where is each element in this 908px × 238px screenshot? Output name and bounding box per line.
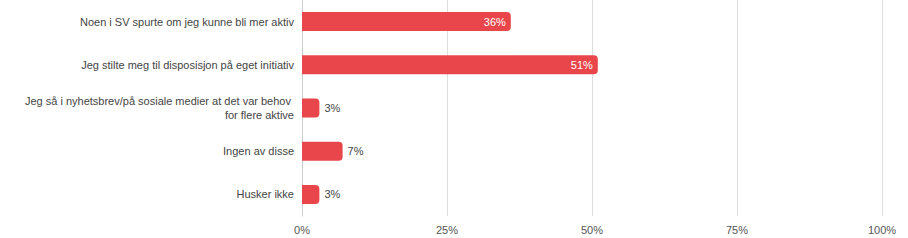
svg-text:100%: 100% — [868, 224, 896, 236]
svg-text:for flere aktive: for flere aktive — [225, 109, 294, 121]
svg-text:Jeg stilte meg til disposisjon: Jeg stilte meg til disposisjon på eget i… — [81, 59, 294, 71]
svg-text:75%: 75% — [726, 224, 748, 236]
svg-text:36%: 36% — [484, 16, 506, 28]
svg-text:3%: 3% — [324, 188, 340, 200]
svg-text:0%: 0% — [294, 224, 310, 236]
svg-text:Jeg så i nyhetsbrev/på sosiale: Jeg så i nyhetsbrev/på sosiale medier at… — [25, 95, 294, 107]
svg-text:Noen i SV spurte om jeg kunne: Noen i SV spurte om jeg kunne bli mer ak… — [80, 16, 294, 28]
svg-text:51%: 51% — [571, 59, 593, 71]
svg-text:3%: 3% — [324, 102, 340, 114]
svg-text:25%: 25% — [436, 224, 458, 236]
svg-text:50%: 50% — [581, 224, 603, 236]
svg-text:7%: 7% — [348, 145, 364, 157]
svg-text:Husker ikke: Husker ikke — [237, 188, 294, 200]
svg-text:Ingen av disse: Ingen av disse — [223, 145, 294, 157]
